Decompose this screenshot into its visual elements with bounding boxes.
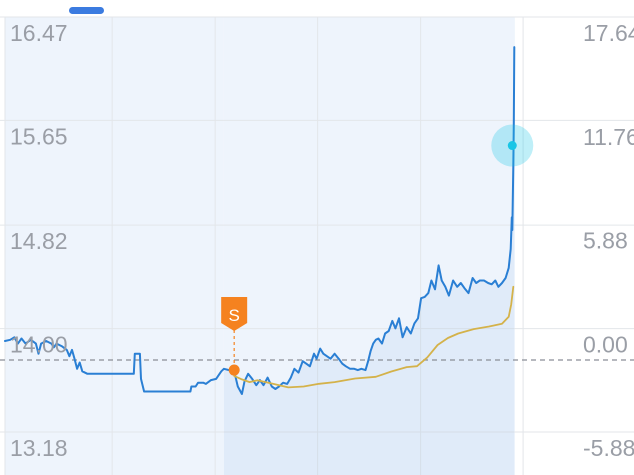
right-axis-tick-label: 17.64 [583,20,634,46]
price-series-line [4,46,516,395]
left-axis-tick-label: 16.47 [10,20,68,46]
left-axis-tick-label: 14.82 [10,228,68,254]
chart-background [5,17,515,475]
highlight-point [507,141,517,151]
secondary-series-line [233,285,515,389]
trade-marker-dot [228,364,240,376]
left-axis-tick-label: 13.18 [10,435,68,461]
trade-marker-label: S [229,306,240,325]
chart-markers: S [221,124,534,376]
chart-series [4,46,516,395]
series-area-fill [223,47,515,475]
trade-marker-flag [221,297,248,331]
right-axis-tick-label: 11.76 [583,124,634,150]
left-axis-tick-label: 14.00 [10,332,68,358]
chart-area-fill [223,47,515,475]
right-axis-tick-label: 0.00 [583,331,628,357]
shaded-region-0 [5,17,224,475]
drag-handle[interactable] [69,7,104,14]
right-axis-tick-label: 5.88 [583,228,628,254]
chart-grid [0,16,634,475]
chart-axes: 16.47 15.65 14.82 14.00 13.18 17.64 11.76 5.88 0… [10,20,634,461]
shaded-region-1 [223,17,515,475]
left-axis-tick-label: 15.65 [10,123,68,149]
right-axis-tick-label: -5.88 [583,435,634,461]
